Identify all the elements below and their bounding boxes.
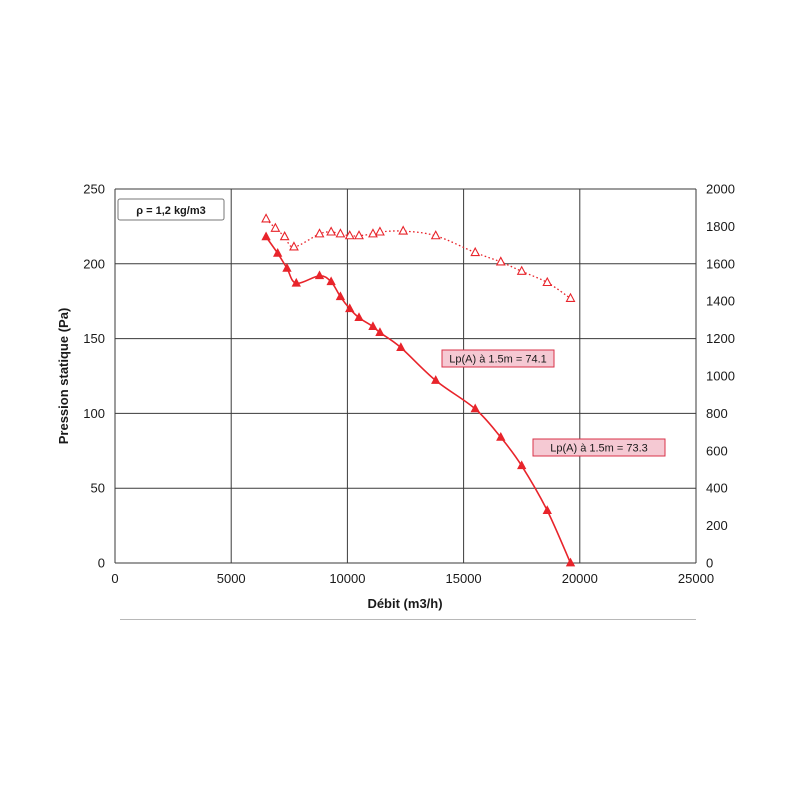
filled-triangle-point (261, 231, 271, 241)
y2-tick-label: 400 (706, 481, 728, 496)
annotation-lower-box (532, 438, 666, 457)
open-triangle-point (470, 246, 481, 257)
filled-triangle-point (470, 403, 480, 413)
open-triangle-point (542, 276, 553, 287)
y-tick-label: 250 (83, 182, 105, 197)
x-tick-label: 20000 (562, 571, 598, 586)
y2-tick-label: 1400 (706, 294, 735, 309)
footer-divider (120, 619, 696, 620)
x-tick-label: 25000 (678, 571, 714, 586)
filled-triangle-point (565, 557, 576, 567)
y2-tick-label: 1200 (706, 331, 735, 346)
filled-triangle-point (375, 327, 385, 337)
series-line-dotted (265, 218, 571, 299)
filled-triangle-point (431, 375, 441, 384)
open-triangle-point (289, 241, 299, 251)
filled-triangle-point (314, 270, 325, 280)
filled-triangle-point (542, 505, 552, 515)
y2-tick-label: 1600 (706, 256, 735, 271)
x-axis-title: Débit (m3/h) (367, 596, 442, 611)
filled-triangle-point (517, 460, 527, 470)
y2-tick-label: 1800 (706, 219, 735, 234)
open-triangle-point (261, 213, 271, 223)
annotation-upper-box (441, 349, 555, 368)
filled-triangle-point (291, 277, 301, 287)
open-triangle-point (279, 231, 290, 241)
open-triangle-point (335, 228, 346, 238)
open-triangle-point (314, 228, 325, 238)
filled-triangle-point (345, 303, 355, 313)
filled-triangle-point (273, 247, 283, 257)
annotation-lower: Lp(A) à 1.5m = 73.3 (532, 438, 666, 457)
density-legend-text: ρ = 1,2 kg/m3 (136, 205, 205, 217)
open-triangle-point (375, 226, 385, 236)
open-triangle-point (270, 222, 281, 232)
filled-triangle-point (354, 312, 364, 322)
tick-labels: 0 5000 10000 15000 20000 25000050100150200250… (83, 182, 735, 587)
open-triangle-point (368, 228, 378, 238)
y-tick-label: 50 (91, 481, 105, 496)
annotation-lower-text: Lp(A) à 1.5m = 73.3 (550, 443, 648, 455)
open-triangle-point (398, 225, 409, 235)
x-tick-label: 5000 (217, 571, 246, 586)
y2-tick-label: 600 (706, 443, 728, 458)
y-tick-label: 100 (83, 406, 105, 421)
x-tick-label: 0 (111, 571, 118, 586)
filled-triangle-point (326, 276, 336, 286)
density-legend: ρ = 1,2 kg/m3 (117, 198, 225, 221)
filled-triangle-point (282, 262, 292, 272)
open-triangle-point (344, 230, 355, 240)
series (261, 213, 576, 567)
grid (114, 188, 697, 564)
x-tick-label: 10000 (329, 571, 365, 586)
density-legend-box (117, 198, 225, 221)
open-triangle-point (354, 230, 364, 240)
y-tick-label: 150 (83, 331, 105, 346)
y-tick-label: 200 (83, 256, 105, 271)
y2-tick-label: 200 (706, 518, 728, 533)
open-triangle-point (326, 226, 337, 236)
y-tick-label: 0 (98, 556, 105, 571)
annotation-upper: Lp(A) à 1.5m = 74.1 (441, 349, 555, 368)
annotation-upper-text: Lp(A) à 1.5m = 74.1 (449, 354, 547, 366)
series-line-solid (265, 236, 572, 564)
open-triangle-point (430, 230, 441, 240)
filled-triangle-point (396, 342, 406, 351)
open-triangle-point (495, 256, 506, 266)
y2-tick-label: 1000 (706, 369, 735, 384)
filled-triangle-point (368, 321, 378, 331)
filled-triangle-point (335, 291, 346, 301)
open-triangle-point (516, 265, 527, 275)
y2-tick-label: 2000 (706, 182, 735, 197)
y2-tick-label: 0 (706, 556, 713, 571)
y2-tick-label: 800 (706, 406, 728, 421)
filled-triangle-point (496, 431, 506, 441)
y-axis-title: Pression statique (Pa) (56, 308, 71, 445)
x-tick-label: 15000 (446, 571, 482, 586)
open-triangle-point (565, 292, 576, 302)
